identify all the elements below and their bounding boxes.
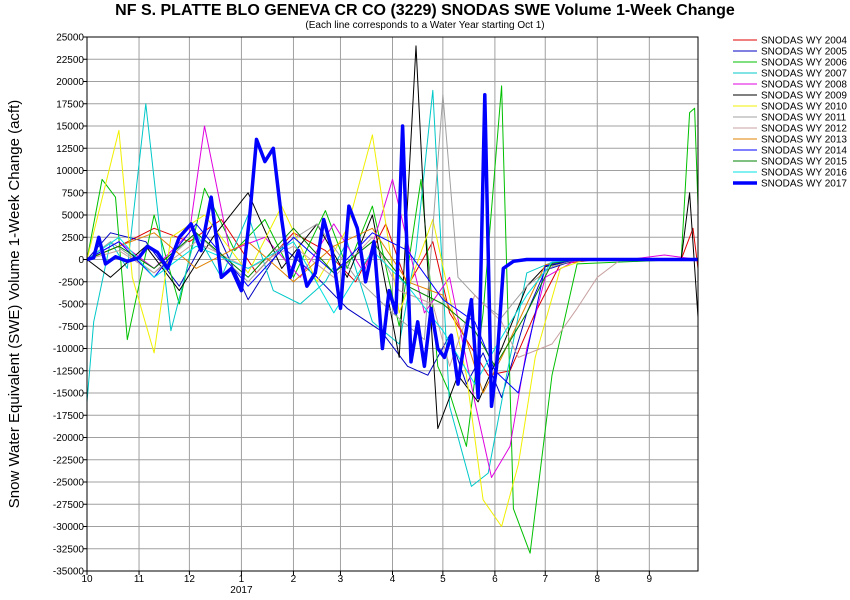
- axes: 2500022500200001750015000125001000075005…: [53, 33, 653, 597]
- x-tick-label: 3: [338, 574, 344, 585]
- x-tick-label: 4: [390, 574, 396, 585]
- series-line-snodas-wy-2016: [86, 236, 698, 385]
- y-tick-label: -20000: [53, 433, 85, 444]
- chart-subtitle: (Each line corresponds to a Water Year s…: [305, 20, 545, 31]
- legend-label-snodas-wy-2010: SNODAS WY 2010: [761, 102, 847, 113]
- y-tick-label: -7500: [58, 322, 84, 333]
- y-tick-label: -22500: [53, 455, 85, 466]
- y-tick-label: 20000: [56, 77, 84, 88]
- series-line-snodas-wy-2017: [86, 93, 698, 409]
- x-tick-label: 2: [291, 574, 297, 585]
- x-year-label: 2017: [230, 585, 253, 596]
- y-tick-label: -5000: [58, 300, 84, 311]
- legend-label-snodas-wy-2013: SNODAS WY 2013: [761, 135, 847, 146]
- y-tick-label: -17500: [53, 411, 85, 422]
- legend-label-snodas-wy-2017: SNODAS WY 2017: [761, 179, 847, 190]
- y-tick-label: 12500: [56, 144, 84, 155]
- y-tick-label: -15000: [53, 389, 85, 400]
- series-line-snodas-wy-2010: [86, 129, 698, 527]
- y-tick-label: -2500: [58, 277, 84, 288]
- y-tick-label: -25000: [53, 478, 85, 489]
- y-tick-label: 17500: [56, 99, 84, 110]
- y-tick-label: -10000: [53, 344, 85, 355]
- y-tick-label: 22500: [56, 55, 84, 66]
- legend-label-snodas-wy-2011: SNODAS WY 2011: [761, 113, 847, 124]
- legend-label-snodas-wy-2007: SNODAS WY 2007: [761, 69, 847, 80]
- chart-title: NF S. PLATTE BLO GENEVA CR CO (3229) SNO…: [115, 2, 735, 19]
- y-tick-label: 5000: [62, 211, 85, 222]
- y-tick-label: -30000: [53, 522, 85, 533]
- legend-label-snodas-wy-2004: SNODAS WY 2004: [761, 36, 847, 47]
- x-tick-label: 9: [647, 574, 653, 585]
- y-tick-label: 0: [78, 255, 84, 266]
- y-tick-label: 7500: [62, 188, 85, 199]
- series-line-snodas-wy-2009: [86, 45, 699, 430]
- legend-label-snodas-wy-2016: SNODAS WY 2016: [761, 168, 847, 179]
- y-tick-label: 2500: [62, 233, 85, 244]
- x-tick-label: 12: [184, 574, 196, 585]
- y-tick-label: 10000: [56, 166, 84, 177]
- legend-label-snodas-wy-2012: SNODAS WY 2012: [761, 124, 847, 135]
- y-tick-label: -27500: [53, 500, 85, 511]
- y-tick-label: -32500: [53, 544, 85, 555]
- y-tick-label: -12500: [53, 366, 85, 377]
- x-tick-label: 6: [492, 574, 498, 585]
- x-tick-label: 11: [134, 574, 145, 585]
- y-axis-label: Snow Water Equivalent (SWE) Volume 1-Wee…: [6, 100, 23, 509]
- x-tick-label: 1: [239, 574, 245, 585]
- x-tick-label: 10: [81, 574, 93, 585]
- legend-label-snodas-wy-2015: SNODAS WY 2015: [761, 157, 847, 168]
- legend-label-snodas-wy-2009: SNODAS WY 2009: [761, 91, 847, 102]
- x-tick-label: 5: [440, 574, 446, 585]
- legend-label-snodas-wy-2008: SNODAS WY 2008: [761, 80, 847, 91]
- y-tick-label: -35000: [53, 567, 85, 578]
- x-tick-label: 8: [595, 574, 601, 585]
- legend-label-snodas-wy-2006: SNODAS WY 2006: [761, 58, 847, 69]
- legend-label-snodas-wy-2005: SNODAS WY 2005: [761, 47, 847, 58]
- plot-area: [86, 45, 699, 554]
- x-tick-label: 7: [542, 574, 548, 585]
- legend-label-snodas-wy-2014: SNODAS WY 2014: [761, 146, 847, 157]
- y-tick-label: 15000: [56, 122, 84, 133]
- y-tick-label: 25000: [56, 33, 84, 44]
